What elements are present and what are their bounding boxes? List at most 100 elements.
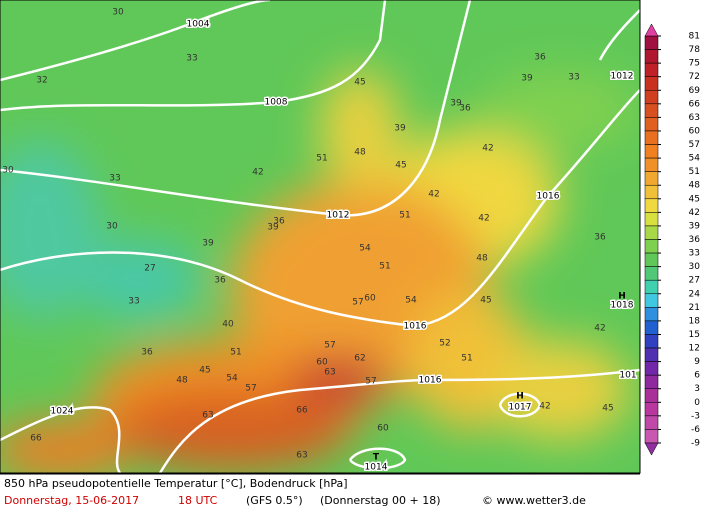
temperature-label: 36 <box>594 233 606 243</box>
colorbar-label: 66 <box>689 99 701 109</box>
temperature-label: 36 <box>459 104 471 114</box>
isobar-label: 1016 <box>404 322 427 332</box>
colorbar-label: 33 <box>689 249 700 259</box>
temperature-label: 36 <box>141 348 153 358</box>
temperature-label: 48 <box>476 254 488 264</box>
temperature-label: 39 <box>394 124 406 134</box>
temperature-label: 57 <box>352 298 363 308</box>
temperature-label: 42 <box>482 144 493 154</box>
temperature-label: 45 <box>199 366 210 376</box>
colorbar-segment <box>644 293 659 308</box>
isobar-label: 1014 <box>365 463 388 473</box>
colorbar-label: 30 <box>689 262 701 272</box>
temperature-label: 62 <box>354 354 365 364</box>
colorbar-segment <box>644 320 659 335</box>
colorbar-label: 51 <box>689 167 700 177</box>
colorbar-segment <box>644 35 659 50</box>
colorbar-segment <box>644 266 659 281</box>
colorbar-label: 72 <box>689 72 700 82</box>
temperature-label: 57 <box>245 384 256 394</box>
colorbar-label: 63 <box>689 113 700 123</box>
isobar-label: 101 <box>619 371 636 381</box>
colorbar-label: 78 <box>689 45 701 55</box>
colorbar-segment <box>644 225 659 240</box>
colorbar-segment <box>644 130 659 145</box>
colorbar-label: 15 <box>689 330 700 340</box>
temperature-label: 42 <box>478 214 489 224</box>
isobar-label: 1016 <box>537 192 560 202</box>
isobar-label: 1017 <box>509 403 532 413</box>
colorbar-label: 42 <box>689 208 700 218</box>
isobar-label: T <box>373 453 380 463</box>
colorbar-segment <box>644 429 659 444</box>
colorbar-segment <box>644 334 659 349</box>
colorbar-segment <box>644 117 659 132</box>
temperature-label: 45 <box>395 161 406 171</box>
colorbar-label: 81 <box>689 32 700 42</box>
isobar-label: 1024 <box>51 407 74 417</box>
temperature-label: 54 <box>226 374 238 384</box>
colorbar-label: 18 <box>689 316 701 326</box>
isobars <box>0 0 542 470</box>
map-title: 850 hPa pseudopotentielle Temperatur [°C… <box>4 477 348 490</box>
colorbar-segment <box>644 157 659 172</box>
colorbar-segment <box>644 347 659 362</box>
colorbar-label: 12 <box>689 344 700 354</box>
colorbar-label: 48 <box>689 181 701 191</box>
temperature-label: 66 <box>296 406 308 416</box>
isobar-label: H <box>516 392 524 402</box>
temperature-label: 51 <box>461 354 472 364</box>
temperature-label: 33 <box>109 174 120 184</box>
temperature-label: 36 <box>273 217 285 227</box>
colorbar-segment <box>644 402 659 417</box>
colorbar-arrow-top <box>644 23 659 37</box>
temperature-label: 48 <box>354 148 366 158</box>
temperature-label: 57 <box>324 341 335 351</box>
temperature-label: 60 <box>377 424 389 434</box>
temperature-label: 60 <box>316 358 328 368</box>
colorbar-label: 36 <box>689 235 701 245</box>
colorbar-segment <box>644 252 659 267</box>
temperature-label: 63 <box>324 368 335 378</box>
temperature-label: 51 <box>379 262 390 272</box>
temperature-label: 33 <box>568 73 579 83</box>
temperature-label: 48 <box>176 376 188 386</box>
temperature-label: 51 <box>316 154 327 164</box>
temperature-label: 45 <box>602 404 613 414</box>
colorbar-label: 57 <box>689 140 700 150</box>
temperature-label: 66 <box>30 434 42 444</box>
temperature-label: 63 <box>202 411 213 421</box>
isobar-label: 1004 <box>187 20 210 30</box>
colorbar-label: 75 <box>689 59 700 69</box>
temperature-label: 54 <box>405 296 417 306</box>
colorbar-segment <box>644 76 659 91</box>
colorbar-label: 45 <box>689 194 700 204</box>
temperature-label: 45 <box>354 78 365 88</box>
temperature-label: 42 <box>539 402 550 412</box>
colorbar-segment <box>644 184 659 200</box>
temperature-label: 60 <box>364 294 376 304</box>
colorbar-segment <box>644 307 659 322</box>
temperature-label: 39 <box>450 99 462 109</box>
colorbar-label: 60 <box>689 126 701 136</box>
colorbar-label: 54 <box>689 154 701 164</box>
temperature-label: 30 <box>106 222 118 232</box>
temperature-label: 51 <box>399 211 410 221</box>
temperature-label: 52 <box>439 339 450 349</box>
colorbar-segment <box>644 103 659 118</box>
temperature-label: 33 <box>186 54 197 64</box>
temperature-label: 30 <box>2 166 14 176</box>
colorbar-label: 39 <box>689 221 701 231</box>
colorbar-label: 0 <box>694 398 700 408</box>
colorbar-segment <box>644 49 659 64</box>
temperature-label: 45 <box>480 296 491 306</box>
colorbar-segment <box>644 212 659 227</box>
colorbar-segment <box>644 144 659 159</box>
colorbar-label: 6 <box>694 371 700 381</box>
colorbar-segment <box>644 62 659 77</box>
colorbar-segment <box>644 415 659 430</box>
temperature-label: 63 <box>296 451 307 461</box>
temperature-label: 39 <box>267 223 279 233</box>
model: (GFS 0.5°) <box>246 494 303 507</box>
